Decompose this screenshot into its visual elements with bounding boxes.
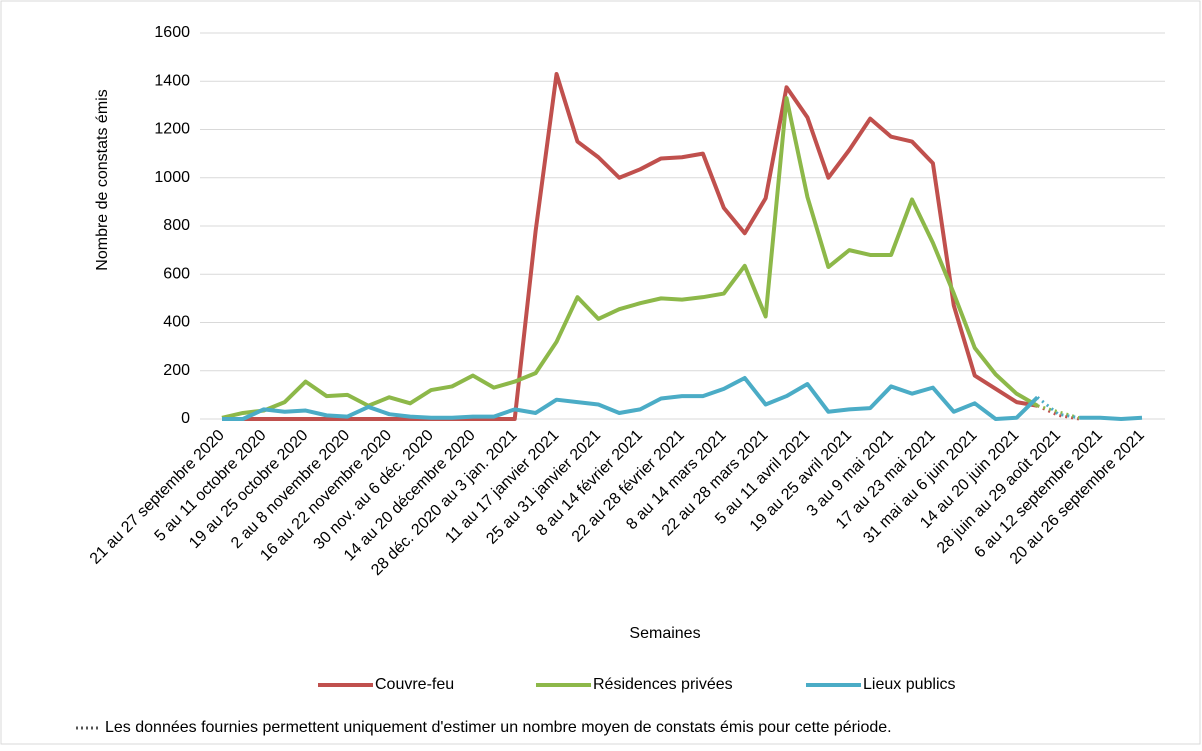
- series-line: [222, 72, 1038, 421]
- footnote: Les données fournies permettent uniqueme…: [105, 719, 892, 736]
- series-line-estimate: [1037, 404, 1080, 420]
- series-line: [221, 96, 1039, 420]
- y-tick-label: 1000: [154, 169, 190, 186]
- y-tick-label: 0: [181, 410, 190, 427]
- y-tick-label: 800: [163, 217, 190, 234]
- y-tick-label: 1400: [154, 72, 190, 89]
- y-axis-label: Nombre de constats émis: [94, 89, 111, 270]
- legend-label: Couvre-feu: [375, 676, 454, 693]
- y-tick-label: 400: [163, 314, 190, 331]
- y-tick-label: 600: [163, 265, 190, 282]
- x-axis-label: Semaines: [629, 625, 700, 642]
- y-tick-label: 200: [163, 362, 190, 379]
- legend-label: Résidences privées: [593, 676, 733, 693]
- series-line: [222, 375, 1039, 421]
- y-tick-label: 1600: [154, 24, 190, 41]
- series-line: [1079, 415, 1143, 421]
- y-tick-label: 1200: [154, 121, 190, 138]
- legend-label: Lieux publics: [863, 676, 956, 693]
